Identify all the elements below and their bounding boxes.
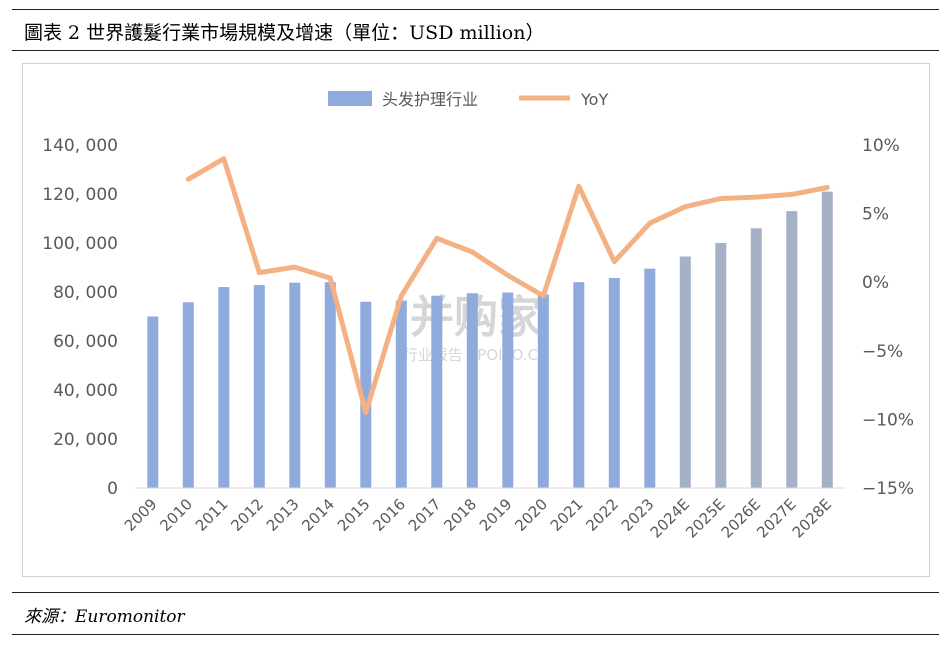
bar-2009 [147,316,159,488]
x-tick-label: 2009 [121,495,161,535]
x-tick-label: 2018 [440,495,480,535]
x-tick-label: 2013 [263,495,303,535]
left-tick-label: 100, 000 [42,234,118,254]
x-tick-label: 2011 [192,495,232,535]
x-tick-label: 2016 [369,495,409,535]
bar-2011 [218,287,230,488]
bar-2015 [360,301,372,488]
x-tick-label: 2025E [682,495,728,541]
right-tick-label: 0% [862,273,889,293]
bar-2022 [608,278,620,488]
legend-bar-swatch [328,91,372,106]
bar-2025E [715,243,727,488]
x-tick-label: 2026E [718,495,764,541]
right-axis-ticks: −15% −10% −5% 0% 5% 10% [862,136,914,499]
legend: 头发护理行业 YoY [328,90,608,109]
bar-2012 [253,285,265,488]
bar-2017 [431,295,443,488]
x-tick-label: 2028E [789,495,835,541]
x-tick-label: 2019 [476,495,516,535]
right-tick-label: −15% [862,479,914,499]
bar-2018 [466,293,478,488]
right-tick-label: 10% [862,136,900,156]
bar-2023 [644,268,656,488]
bar-2016 [395,300,407,488]
x-tick-label: 2021 [547,495,587,535]
figure-source: 來源：Euromonitor [24,607,185,627]
top-rule [12,9,939,10]
left-tick-label: 80, 000 [53,283,118,303]
source-rule [12,592,939,593]
right-tick-label: 5% [862,205,889,225]
bar-2026E [750,228,762,489]
title-underline [12,50,939,51]
x-tick-label: 2012 [227,495,267,535]
bar-2010 [182,302,194,488]
bar-2021 [573,282,585,488]
yoy-line [185,156,830,415]
bar-2014 [324,282,336,488]
legend-line-label: YoY [580,90,608,109]
bar-2027E [786,211,798,488]
bar-2013 [289,282,301,488]
bar-2019 [502,292,514,488]
bar-series [147,191,833,489]
figure-title: 圖表 2 世界護髮行業市場規模及增速（單位：USD million） [24,22,545,44]
x-tick-label: 2015 [334,495,374,535]
bar-2024E [679,256,691,488]
x-tick-label: 2024E [647,495,693,541]
legend-bar-label: 头发护理行业 [382,90,478,109]
x-tick-label: 2017 [405,495,445,535]
left-tick-label: 20, 000 [53,430,118,450]
x-tick-label: 2027E [753,495,799,541]
left-tick-label: 140, 000 [42,136,118,156]
bar-2020 [537,294,549,488]
left-tick-label: 40, 000 [53,381,118,401]
left-tick-label: 120, 000 [42,185,118,205]
x-tick-label: 2022 [582,495,622,535]
bar-2028E [821,191,833,488]
right-tick-label: −10% [862,410,914,430]
left-tick-label: 0 [107,479,118,499]
x-axis-ticks: 2009201020112012201320142015201620172018… [121,495,835,541]
x-tick-label: 2010 [156,495,196,535]
x-tick-label: 2020 [511,495,551,535]
x-tick-label: 2014 [298,495,338,535]
bottom-rule [12,634,939,635]
left-tick-label: 60, 000 [53,332,118,352]
left-axis-ticks: 0 20, 000 40, 000 60, 000 80, 000 100, 000 120… [42,136,118,499]
right-tick-label: −5% [862,342,903,362]
